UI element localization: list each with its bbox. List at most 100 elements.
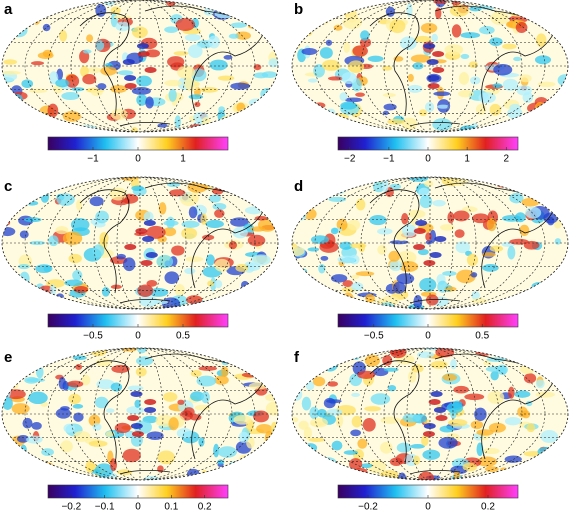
anomaly [214, 258, 230, 272]
anomaly [534, 287, 552, 295]
anomaly [364, 406, 382, 412]
anomaly [157, 450, 175, 465]
anomaly [304, 28, 313, 37]
anomaly [60, 440, 73, 453]
anomaly [322, 358, 338, 372]
anomaly [223, 55, 233, 60]
anomaly [292, 246, 305, 257]
anomaly [26, 378, 46, 383]
anomaly [424, 180, 434, 188]
anomaly [148, 287, 169, 297]
anomaly [450, 359, 457, 370]
anomaly [247, 467, 258, 477]
graticule [292, 0, 568, 132]
anomaly [523, 240, 540, 250]
anomaly [110, 284, 122, 290]
anomaly [130, 391, 143, 397]
anomaly [527, 468, 535, 480]
anomaly [64, 471, 75, 480]
anomaly [462, 462, 478, 472]
anomaly [485, 366, 505, 373]
anomaly [490, 11, 509, 25]
anomaly [527, 0, 545, 9]
anomaly [442, 270, 457, 276]
anomaly [532, 113, 544, 122]
anomaly [326, 108, 336, 117]
anomaly [181, 227, 198, 240]
anomaly [198, 366, 218, 371]
anomaly [127, 385, 144, 391]
anomaly [217, 302, 231, 309]
anomaly [292, 476, 308, 480]
anomaly [292, 293, 302, 306]
anomaly [137, 51, 150, 57]
anomaly [413, 228, 426, 234]
anomaly [139, 295, 158, 307]
anomaly [453, 470, 461, 480]
anomaly [418, 109, 428, 117]
anomaly [333, 24, 343, 31]
anomaly [557, 74, 568, 87]
anomaly [22, 417, 33, 429]
anomaly [477, 456, 497, 467]
anomaly [470, 272, 478, 278]
anomaly [344, 0, 351, 7]
anomaly [140, 260, 153, 266]
anomaly [489, 103, 502, 116]
anomaly [111, 364, 130, 374]
anomaly [238, 454, 251, 466]
anomaly [11, 94, 23, 106]
anomaly [244, 462, 254, 475]
anomaly [447, 419, 468, 427]
colorbar-tick-label: −2 [344, 154, 356, 165]
anomaly [358, 242, 366, 253]
anomaly [327, 381, 339, 387]
anomaly [6, 382, 19, 390]
anomaly [292, 464, 303, 476]
anomaly [503, 348, 515, 355]
anomaly [504, 417, 522, 426]
anomaly [490, 370, 499, 381]
anomaly [238, 431, 249, 443]
anomaly [240, 280, 249, 290]
anomaly [260, 100, 276, 111]
anomaly [181, 220, 200, 228]
coastline [434, 353, 556, 460]
anomaly [73, 431, 91, 442]
anomaly [86, 34, 94, 43]
anomaly [194, 404, 211, 411]
anomaly [19, 271, 30, 286]
anomaly [364, 354, 380, 367]
anomaly [81, 374, 91, 386]
colorbar-tick-label: 0.2 [198, 502, 212, 513]
anomaly [6, 107, 14, 115]
anomaly [449, 4, 469, 17]
anomaly [458, 71, 470, 85]
anomaly [214, 209, 225, 218]
anomaly [29, 355, 40, 367]
coastline [369, 360, 420, 465]
colorbar-tick-label: 0.1 [164, 502, 178, 513]
anomaly [557, 104, 567, 119]
anomaly [328, 182, 347, 195]
anomaly [110, 108, 128, 120]
anomaly [418, 471, 434, 480]
anomaly [3, 434, 14, 448]
anomaly [301, 396, 312, 411]
anomaly [55, 408, 71, 419]
anomaly [33, 16, 41, 25]
anomaly [319, 241, 339, 253]
anomaly [217, 446, 237, 458]
coastline [144, 182, 266, 289]
colorbar-tick-label: 0 [135, 502, 141, 513]
anomaly [234, 181, 243, 189]
panel-label: c [4, 178, 12, 195]
anomaly [174, 115, 181, 129]
anomaly [458, 90, 474, 98]
anomaly [469, 76, 481, 85]
anomaly [387, 118, 405, 125]
anomaly [340, 101, 357, 110]
anomaly [335, 414, 344, 428]
map-panel: d −0.5 0 0.5 [291, 176, 569, 342]
anomaly [409, 177, 429, 182]
